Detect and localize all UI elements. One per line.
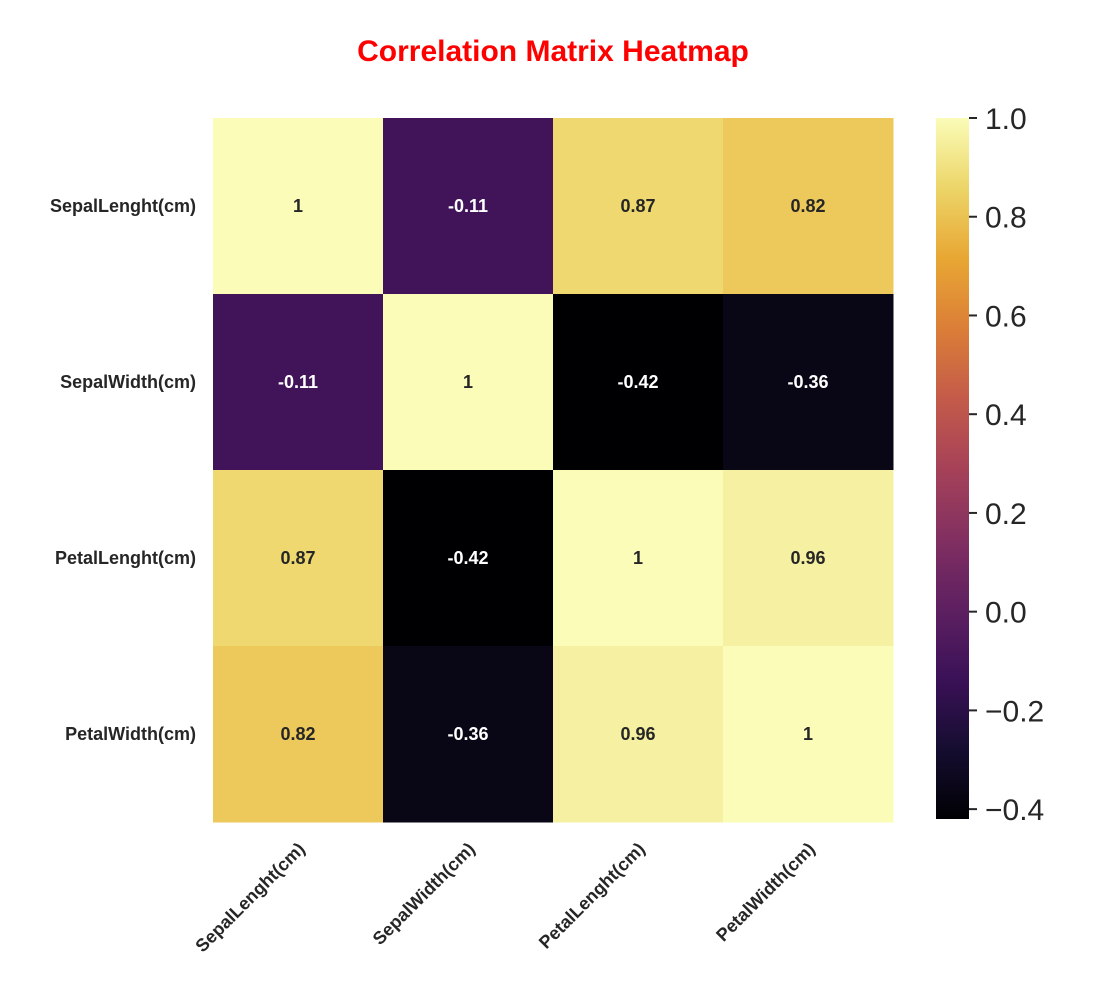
- chart-title: Correlation Matrix Heatmap: [357, 35, 749, 68]
- cell-annotation-r3-c1: -0.36: [447, 724, 488, 744]
- row-labels: SepalLenght(cm) SepalWidth(cm) PetalLenght…: [50, 196, 196, 744]
- heatmap-cell-r1-c2: [553, 294, 724, 471]
- heatmap-cell-r1-c0: [213, 294, 384, 471]
- cell-annotation-r2-c3: 0.96: [790, 548, 825, 568]
- cell-annotation-r3-c3: 1: [803, 724, 813, 744]
- colorbar-gradient: [936, 118, 969, 819]
- heatmap-cell-r3-c2: [553, 646, 724, 823]
- heatmap-cell-r2-c2: [553, 470, 724, 647]
- colorbar-tick-label: 0.8: [985, 202, 1027, 235]
- cell-annotation-r2-c1: -0.42: [447, 548, 488, 568]
- cell-annotation-r1-c3: -0.36: [787, 372, 828, 392]
- colorbar-tick-label: 0.4: [985, 399, 1027, 432]
- row-label: SepalWidth(cm): [60, 372, 196, 392]
- row-label: PetalLenght(cm): [55, 548, 196, 568]
- heatmap-cell-r1-c1: [383, 294, 554, 471]
- cell-annotation-r0-c2: 0.87: [620, 196, 655, 216]
- row-label: SepalLenght(cm): [50, 196, 196, 216]
- row-label: PetalWidth(cm): [65, 724, 196, 744]
- column-label: PetalLenght(cm): [535, 839, 649, 953]
- cell-annotation-r3-c2: 0.96: [620, 724, 655, 744]
- column-labels: SepalLenght(cm) SepalWidth(cm) PetalLenght…: [191, 839, 818, 956]
- heatmap-cell-r0-c2: [553, 118, 724, 295]
- heatmap-cell-r1-c3: [723, 294, 894, 471]
- cell-annotation-r2-c2: 1: [633, 548, 643, 568]
- cell-annotation-r0-c1: -0.11: [448, 196, 488, 216]
- heatmap-cell-r0-c3: [723, 118, 894, 295]
- heatmap-cell-r0-c0: [213, 118, 384, 295]
- cell-annotation-r1-c0: -0.11: [278, 372, 318, 392]
- colorbar-tick-label: −0.2: [985, 695, 1044, 728]
- cell-annotation-r2-c0: 0.87: [280, 548, 315, 568]
- colorbar: 1.0 0.8 0.6 0.4 0.2 0.0 −0.2 −0.4: [936, 103, 1044, 827]
- colorbar-tick-label: 1.0: [985, 103, 1027, 136]
- heatmap-cell-r3-c1: [383, 646, 554, 823]
- cell-annotation-r1-c1: 1: [463, 372, 473, 392]
- cell-annotation-r3-c0: 0.82: [280, 724, 315, 744]
- column-label: SepalWidth(cm): [369, 839, 479, 949]
- colorbar-tick-label: 0.2: [985, 498, 1027, 531]
- cell-annotation-r0-c0: 1: [293, 196, 303, 216]
- colorbar-tick-label: −0.4: [985, 794, 1044, 827]
- heatmap-cells: [213, 118, 894, 823]
- cell-annotations: 1 -0.11 0.87 0.82 -0.11 1 -0.42 -0.36 0.87 -0.42 1…: [278, 196, 829, 744]
- heatmap-cell-r3-c3: [723, 646, 894, 823]
- heatmap-cell-r2-c1: [383, 470, 554, 647]
- heatmap-cell-r0-c1: [383, 118, 554, 295]
- cell-annotation-r1-c2: -0.42: [617, 372, 658, 392]
- colorbar-tick-label: 0.6: [985, 300, 1027, 333]
- column-label: SepalLenght(cm): [191, 839, 308, 956]
- cell-annotation-r0-c3: 0.82: [790, 196, 825, 216]
- column-label: PetalWidth(cm): [712, 839, 819, 946]
- heatmap-cell-r3-c0: [213, 646, 384, 823]
- colorbar-tick-label: 0.0: [985, 597, 1027, 630]
- heatmap-cell-r2-c0: [213, 470, 384, 647]
- heatmap-cell-r2-c3: [723, 470, 894, 647]
